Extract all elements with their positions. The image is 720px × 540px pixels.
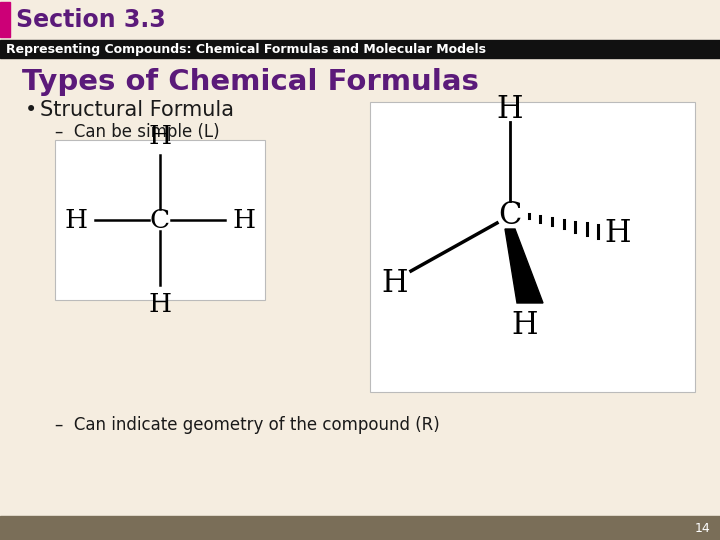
Text: –  Can indicate geometry of the compound (R): – Can indicate geometry of the compound …	[55, 416, 440, 434]
Text: H: H	[497, 94, 523, 125]
Bar	[0, 0, 720, 40]
Text: 14: 14	[694, 522, 710, 535]
Text: H: H	[233, 207, 256, 233]
Text: H: H	[148, 292, 171, 316]
Text: H: H	[512, 309, 539, 341]
Text: Section 3.3: Section 3.3	[16, 8, 166, 32]
Text: –  Can be simple (L): – Can be simple (L)	[55, 123, 220, 141]
Text: C: C	[150, 207, 170, 233]
Text: H: H	[605, 218, 631, 248]
Polygon shape	[505, 229, 543, 303]
Text: Representing Compounds: Chemical Formulas and Molecular Models: Representing Compounds: Chemical Formula…	[6, 43, 486, 56]
Text: H: H	[148, 124, 171, 149]
Text: Structural Formula: Structural Formula	[40, 100, 234, 120]
Text: •: •	[25, 100, 37, 120]
Bar	[0, 40, 720, 58]
Text: H: H	[64, 207, 88, 233]
Text: C: C	[498, 199, 522, 231]
Bar	[370, 102, 695, 392]
Bar	[0, 2, 10, 37]
Bar	[55, 140, 265, 300]
Bar	[0, 516, 720, 540]
Text: H: H	[382, 267, 408, 299]
Text: Types of Chemical Formulas: Types of Chemical Formulas	[22, 68, 479, 96]
